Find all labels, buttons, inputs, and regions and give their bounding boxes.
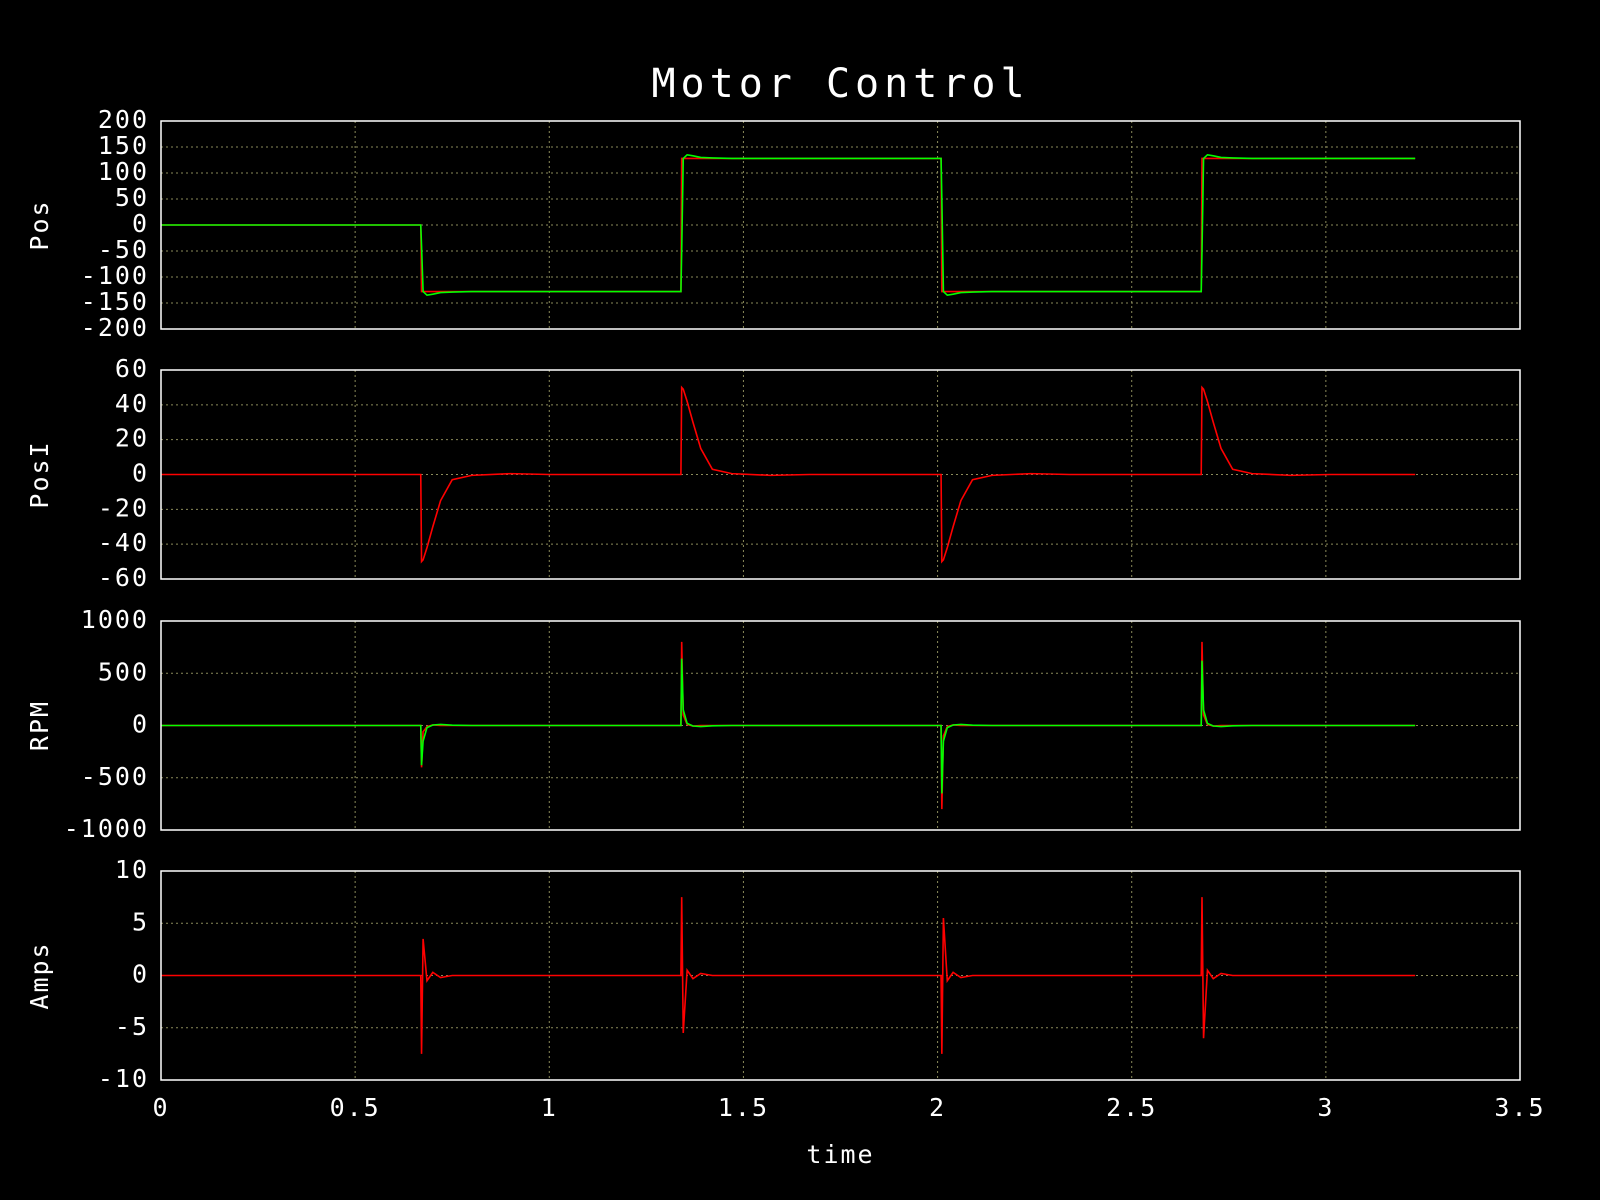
y-tick-label: 50 [115,183,149,212]
y-tick-label: -10 [98,1064,149,1093]
y-tick-label: 150 [98,131,149,160]
x-axis-label: time [806,1140,874,1169]
y-axis-label: PosI [25,440,54,508]
x-tick-label: 3.5 [1494,1093,1545,1122]
y-tick-label: 100 [98,157,149,186]
y-tick-label: 0 [132,960,149,989]
x-tick-label: 1.5 [718,1093,769,1122]
y-tick-label: 0 [132,209,149,238]
y-tick-label: 0 [132,459,149,488]
y-tick-label: -100 [81,261,149,290]
chart-title: Motor Control [651,61,1029,107]
y-tick-label: -5 [115,1012,149,1041]
y-tick-label: 0 [132,710,149,739]
y-tick-label: 40 [115,389,149,418]
y-tick-label: 200 [98,105,149,134]
y-tick-label: -200 [81,313,149,342]
x-tick-label: 1 [541,1093,558,1122]
y-tick-label: 60 [115,354,149,383]
y-axis-label: Pos [25,199,54,250]
y-tick-label: -150 [81,287,149,316]
y-tick-label: 500 [98,657,149,686]
y-tick-label: -40 [98,528,149,557]
data-line [161,385,1416,564]
x-tick-label: 0.5 [330,1093,381,1122]
y-tick-label: 1000 [81,605,149,634]
x-tick-label: 3 [1317,1093,1334,1122]
y-tick-label: 20 [115,424,149,453]
data-line [161,897,1416,1054]
x-tick-label: 2 [929,1093,946,1122]
y-tick-label: -500 [81,762,149,791]
y-tick-label: -60 [98,563,149,592]
y-tick-label: -20 [98,493,149,522]
y-axis-label: Amps [25,941,54,1009]
data-line [161,153,1416,297]
x-tick-label: 0 [152,1093,169,1122]
plot-frame [160,620,1521,831]
y-tick-label: 10 [115,855,149,884]
plot-frame [160,870,1521,1081]
y-tick-label: -50 [98,235,149,264]
x-tick-label: 2.5 [1106,1093,1157,1122]
y-tick-label: -1000 [64,814,149,843]
plot-frame [160,369,1521,580]
data-line [161,658,1416,794]
y-tick-label: 5 [132,907,149,936]
y-axis-label: RPM [25,700,54,751]
plot-frame [160,120,1521,330]
